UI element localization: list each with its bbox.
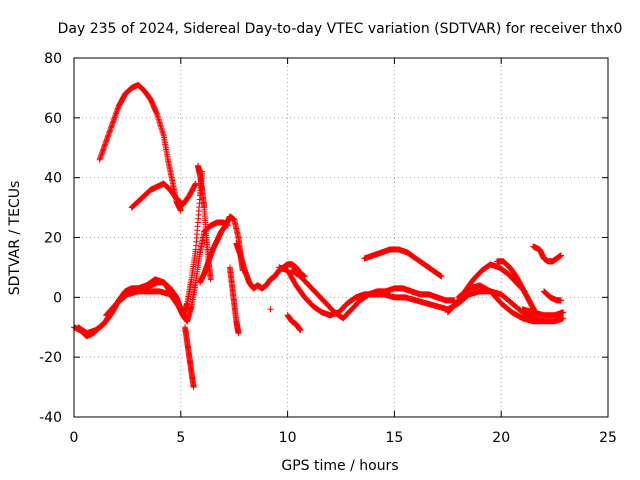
x-tick-label: 5: [176, 430, 185, 446]
data-point: [267, 306, 274, 313]
data-point: [558, 297, 565, 304]
series-track-17: [455, 282, 547, 325]
x-tick-label: 10: [279, 430, 297, 446]
data-point: [207, 276, 214, 283]
data-point: [235, 330, 242, 337]
series-track-2: [128, 180, 199, 211]
data-point: [177, 207, 184, 214]
series-track-21: [519, 306, 567, 319]
plot-frame: [73, 57, 609, 418]
x-axis-label: GPS time / hours: [281, 458, 398, 474]
axis-ticks: 0 5 10 15 20 25 -40 -20 0 20 40 60 80: [39, 51, 617, 446]
series-track-9: [226, 264, 242, 337]
y-tick-label: 20: [44, 231, 62, 247]
data-point: [540, 318, 547, 325]
data-point: [192, 180, 199, 187]
series-track-1: [96, 81, 184, 214]
grid: [74, 58, 608, 417]
chart-title: Day 235 of 2024, Sidereal Day-to-day VTE…: [58, 21, 623, 37]
y-axis-label: SDTVAR / TECUs: [7, 181, 23, 296]
y-tick-label: 80: [44, 51, 62, 67]
series-track-19: [530, 243, 565, 265]
x-tick-label: 25: [599, 430, 617, 446]
data-point: [297, 327, 304, 334]
series-track-15: [361, 246, 445, 280]
series-track-5: [103, 288, 191, 325]
plot-area: [71, 81, 567, 391]
x-tick-label: 20: [492, 430, 510, 446]
series-track-20: [540, 288, 565, 304]
y-tick-label: -40: [39, 410, 62, 426]
x-tick-label: 15: [385, 430, 403, 446]
y-tick-label: 40: [44, 171, 62, 187]
x-tick-label: 0: [70, 430, 79, 446]
series-track-11: [267, 306, 274, 313]
series-track-8: [197, 213, 246, 286]
series-track-12: [284, 312, 304, 334]
series-track-6: [182, 324, 197, 391]
series-track-18: [493, 258, 539, 316]
data-point: [184, 318, 191, 325]
y-tick-label: 60: [44, 111, 62, 127]
y-tick-label: 0: [53, 290, 62, 306]
series-track-14: [288, 267, 458, 322]
data-point: [558, 252, 565, 259]
data-point: [190, 384, 197, 391]
y-tick-label: -20: [39, 350, 62, 366]
data-point: [438, 273, 445, 280]
data-point: [560, 315, 567, 322]
series-track-10: [233, 240, 308, 292]
data-point: [560, 309, 567, 316]
